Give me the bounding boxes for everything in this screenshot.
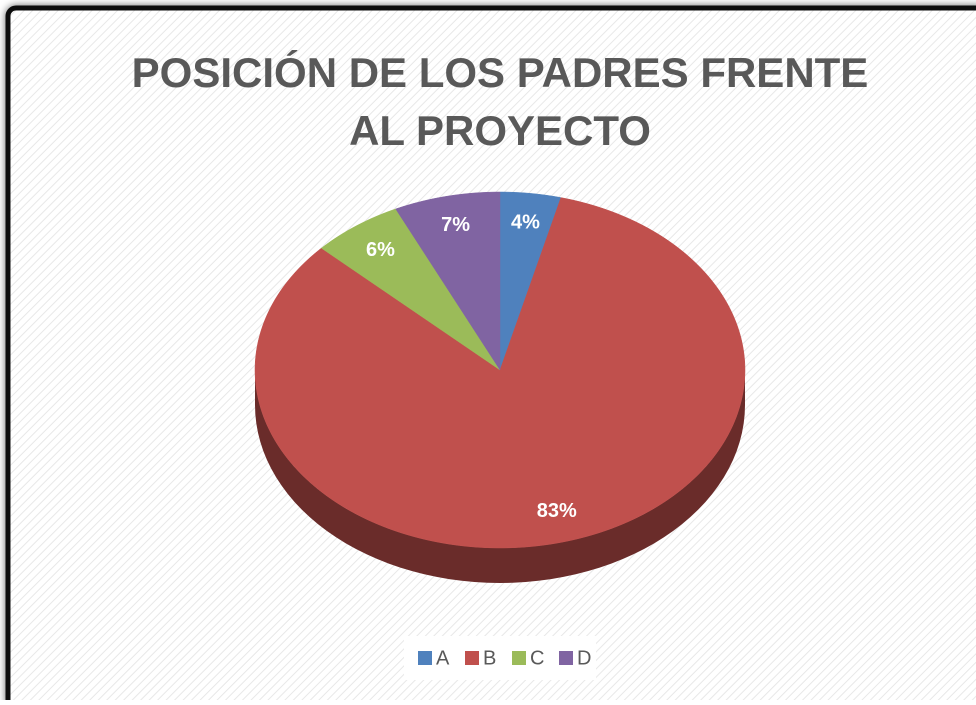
legend-label: C	[530, 647, 544, 669]
legend-label: B	[483, 647, 496, 669]
legend-label: A	[436, 647, 450, 669]
legend-swatch	[512, 651, 526, 665]
data-label: 6%	[366, 239, 395, 261]
legend-swatch	[418, 651, 432, 665]
data-label: 83%	[537, 500, 577, 522]
data-label: 7%	[441, 214, 470, 236]
legend-label: D	[577, 647, 591, 669]
data-label: 4%	[511, 212, 540, 234]
legend-swatch	[465, 651, 479, 665]
slice-side	[255, 370, 745, 583]
slice	[254, 197, 746, 549]
slice	[320, 208, 501, 371]
legend-swatch	[559, 651, 573, 665]
slice	[499, 191, 562, 371]
chart-title: POSICIÓN DE LOS PADRES FRENTE AL PROYECT…	[131, 49, 869, 154]
slice	[395, 191, 501, 371]
